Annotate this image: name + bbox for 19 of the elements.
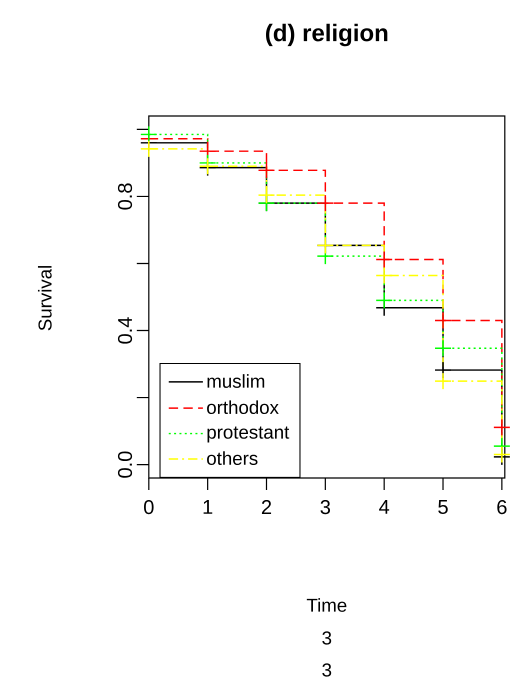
x-tick-label: 6	[497, 500, 507, 514]
legend-label: protestant	[208, 426, 290, 442]
text: 3	[322, 631, 332, 645]
text: 3	[322, 663, 332, 677]
legend-label: others	[207, 451, 258, 465]
x-tick-label: 4	[379, 500, 390, 514]
y-axis-title: Survival	[38, 266, 52, 330]
legend-label: muslim	[208, 374, 264, 388]
x-tick-label: 2	[262, 500, 272, 514]
x-tick-label: 5	[438, 500, 448, 514]
x-tick-label: 1	[204, 500, 212, 514]
y-tick-label: 0.8	[118, 183, 132, 210]
x-tick-label: 0	[144, 500, 154, 514]
y-tick-label: 0.0	[118, 451, 132, 478]
chart-title: (d) religion	[266, 24, 388, 46]
y-tick-label: 0.4	[118, 317, 132, 344]
x-axis-title: Time	[306, 598, 346, 612]
legend-label: orthodox	[207, 400, 279, 414]
x-tick-label: 3	[320, 500, 330, 514]
